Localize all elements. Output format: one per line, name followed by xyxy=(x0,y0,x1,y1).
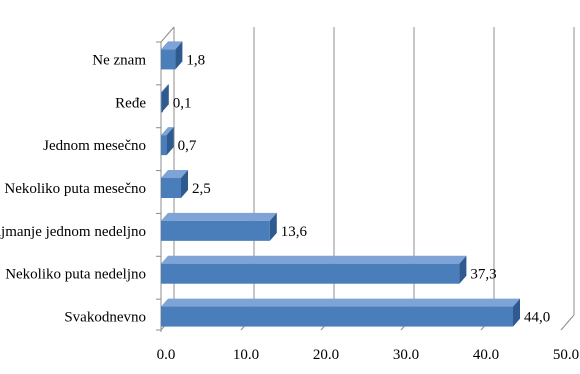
bars-layer xyxy=(161,41,520,327)
bar-front-face xyxy=(161,306,513,327)
bar-front-face xyxy=(161,220,270,241)
x-tick-label: 0.0 xyxy=(157,347,176,363)
bar-front-face xyxy=(161,178,181,198)
data-label: 1,8 xyxy=(186,52,205,68)
x-tick-label: 10.0 xyxy=(233,347,259,363)
bar-side-face xyxy=(181,170,188,198)
x-tick-label: 50.0 xyxy=(553,347,579,363)
bar-side-face xyxy=(175,41,183,70)
bar-front-face xyxy=(161,49,176,70)
x-tick-label: 40.0 xyxy=(473,347,499,363)
data-label: 44,0 xyxy=(524,310,550,326)
bar-top-face xyxy=(161,298,520,307)
bar-top-face xyxy=(161,84,169,93)
bar-front-face xyxy=(161,135,167,156)
data-label: 13,6 xyxy=(281,224,308,240)
bar-top-face xyxy=(161,127,174,136)
category-label: Nekoliko puta nedeljno xyxy=(5,267,146,283)
category-label: Ređe xyxy=(115,95,146,111)
category-label: Ne znam xyxy=(92,52,146,68)
bar xyxy=(161,84,169,113)
bar-top-face xyxy=(161,41,183,50)
bar-top-face xyxy=(161,170,188,178)
bar-top-face xyxy=(161,255,467,264)
bar-side-face xyxy=(513,298,520,327)
bar-front-face xyxy=(161,263,460,284)
data-label: 37,3 xyxy=(470,267,496,283)
bar xyxy=(161,298,520,327)
data-label: 0,7 xyxy=(178,138,197,154)
bar-side-face xyxy=(166,127,174,156)
bar-top-face xyxy=(161,212,277,221)
bar-side-face xyxy=(161,84,169,113)
bar xyxy=(161,212,277,241)
category-label: Jednom mesečno xyxy=(43,138,146,154)
bar xyxy=(161,170,188,198)
x-tick-label: 30.0 xyxy=(393,347,419,363)
category-label: Najmanje jednom nedeljno xyxy=(0,224,146,240)
bar-side-face xyxy=(459,255,467,284)
gridline-floor xyxy=(560,314,575,331)
y-axis-depth-line xyxy=(160,26,175,43)
bar xyxy=(161,41,183,70)
category-label: Nekoliko puta mesečno xyxy=(4,181,146,197)
category-label: Svakodnevno xyxy=(64,310,146,326)
bar xyxy=(161,127,174,156)
x-tick-label: 20.0 xyxy=(313,347,339,363)
bar-side-face xyxy=(269,212,277,241)
grid-layer xyxy=(156,26,575,332)
data-label: 0,1 xyxy=(173,95,192,111)
bar xyxy=(161,255,467,284)
data-label: 2,5 xyxy=(192,181,211,197)
labels-layer: 0.0 10.0 20.0 30.0 40.0 50.0 1,8 Ne znam 0,1 Ređe… xyxy=(0,52,579,363)
